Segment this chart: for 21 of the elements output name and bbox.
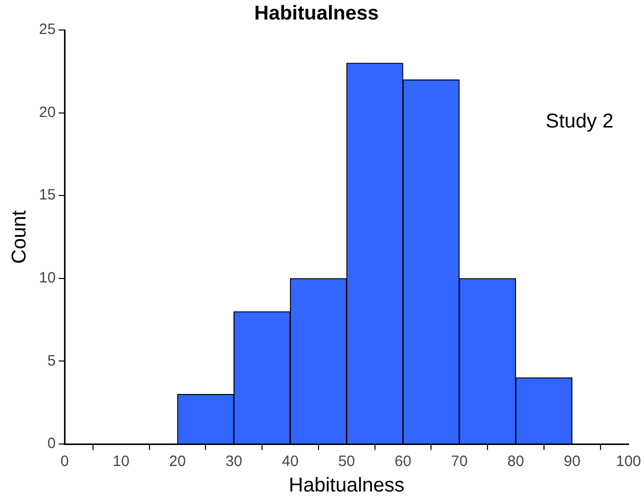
x-tick-label: 80 [507,453,524,470]
x-axis-title: Habitualness [288,474,404,497]
chart-title: Habitualness [254,2,379,25]
x-tick-label: 60 [394,453,412,470]
x-tick-label: 70 [451,453,468,470]
annotation: Study 2 [546,110,614,133]
y-tick-label: 0 [47,435,56,452]
y-tick-label: 25 [38,21,56,38]
y-axis-title: Count [8,210,31,264]
x-tick-label: 20 [169,453,186,470]
x-tick-label: 100 [616,453,641,470]
y-tick-label: 5 [47,352,56,370]
x-tick-label: 40 [282,453,299,470]
y-tick-label: 15 [38,186,56,204]
y-tick-label: 20 [38,104,56,121]
y-tick-label: 10 [38,270,56,287]
x-tick-label: 90 [564,453,580,470]
x-tick-label: 0 [60,453,69,470]
x-tick-label: 50 [338,453,355,470]
x-tick-label: 10 [112,453,130,470]
x-tick-label: 30 [225,453,242,470]
